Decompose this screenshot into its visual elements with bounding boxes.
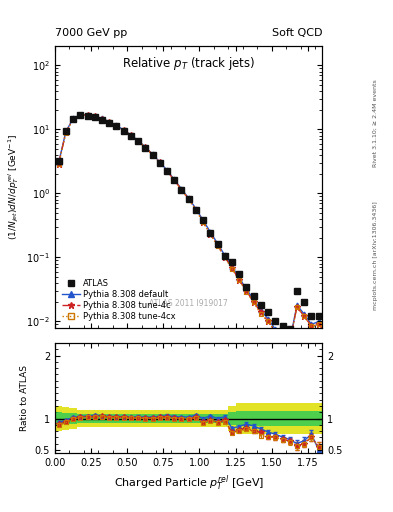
Y-axis label: $(1/N_{jet})dN/dp_T^{rel}$ [GeV$^{-1}$]: $(1/N_{jet})dN/dp_T^{rel}$ [GeV$^{-1}$] <box>6 134 21 240</box>
Text: mcplots.cern.ch [arXiv:1306.3436]: mcplots.cern.ch [arXiv:1306.3436] <box>373 202 378 310</box>
Text: ATLAS 2011 I919017: ATLAS 2011 I919017 <box>149 299 228 308</box>
Text: Soft QCD: Soft QCD <box>272 28 322 38</box>
Text: Rivet 3.1.10; ≥ 2.4M events: Rivet 3.1.10; ≥ 2.4M events <box>373 79 378 167</box>
X-axis label: Charged Particle $p_T^{rel}$ [GeV]: Charged Particle $p_T^{rel}$ [GeV] <box>114 474 264 493</box>
Text: 7000 GeV pp: 7000 GeV pp <box>55 28 127 38</box>
Text: Relative $p_T$ (track jets): Relative $p_T$ (track jets) <box>122 55 255 72</box>
Legend: ATLAS, Pythia 8.308 default, Pythia 8.308 tune-4c, Pythia 8.308 tune-4cx: ATLAS, Pythia 8.308 default, Pythia 8.30… <box>59 276 178 324</box>
Y-axis label: Ratio to ATLAS: Ratio to ATLAS <box>20 365 29 431</box>
